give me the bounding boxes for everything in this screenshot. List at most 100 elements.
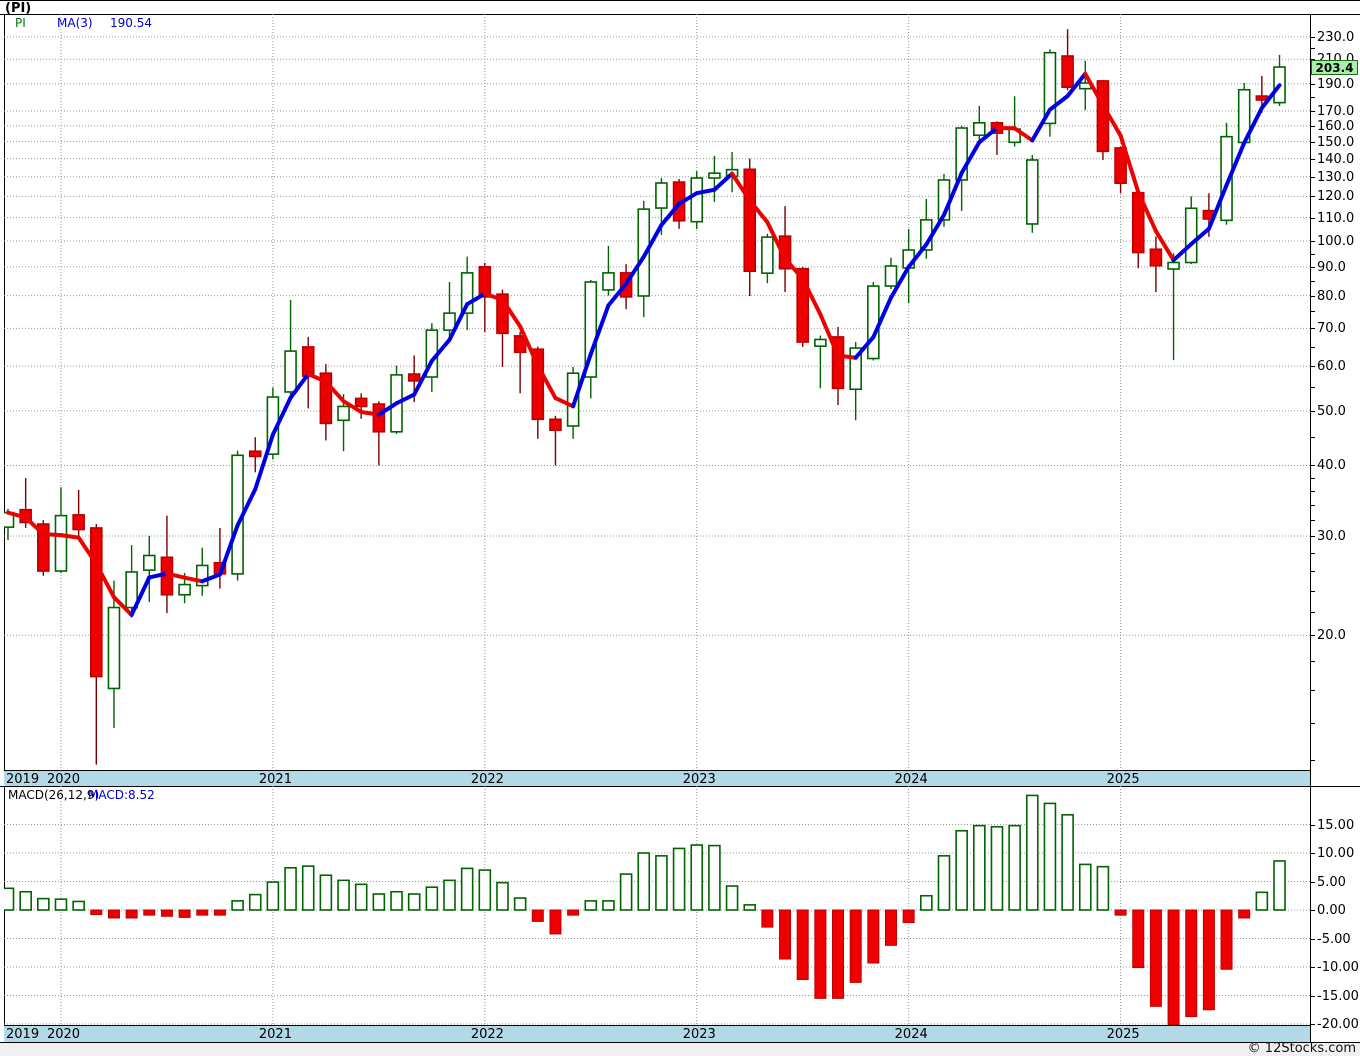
year-label-2025: 2025 (1106, 772, 1140, 787)
ma3-line-segment (1259, 83, 1282, 110)
price-axis-label: 160.0 (1317, 118, 1355, 134)
macd-axis-label: -5.00 (1317, 931, 1351, 947)
macd-bar-negative (567, 909, 580, 916)
ma3-line-segment (1224, 140, 1247, 188)
macd-bar-positive (690, 844, 704, 911)
ma3-line-segment (553, 396, 576, 409)
macd-bar-positive (743, 904, 757, 911)
macd-settings-label: MACD(26,12,9) (8, 788, 100, 802)
ma3-line-segment (235, 487, 258, 528)
candle-body (178, 583, 191, 596)
ma3-line-segment (200, 572, 222, 584)
candle-body (1255, 95, 1269, 101)
ma3-line-segment (482, 291, 505, 302)
ma3-line-segment (1047, 93, 1070, 112)
candle-body (814, 338, 827, 347)
year-label-2020: 2020 (46, 772, 81, 787)
candle-body (195, 564, 209, 587)
ma3-line-segment (924, 212, 946, 247)
ma3-line-segment (323, 379, 346, 404)
macd-bar-positive (1008, 824, 1021, 911)
ma3-line-segment (147, 571, 169, 580)
macd-bar-positive (337, 879, 350, 911)
ma3-line-segment (1171, 242, 1194, 263)
macd-bar-negative (814, 909, 827, 999)
ma3-line-segment (447, 302, 470, 342)
ma3-line-segment (1118, 133, 1141, 195)
year-label-2023: 2023 (682, 1027, 716, 1042)
price-chart (4, 14, 1310, 770)
macd-bar-negative (178, 909, 191, 918)
ma3-line-segment (1100, 103, 1123, 138)
ma3-line-segment (1012, 126, 1035, 143)
macd-bar-positive (990, 825, 1004, 911)
macd-bar-positive (443, 879, 456, 911)
price-axis-label: 70.0 (1317, 321, 1346, 337)
year-label-2022: 2022 (470, 772, 504, 787)
ma3-line-segment (906, 242, 929, 269)
macd-bar-positive (655, 855, 668, 911)
macd-bar-positive (584, 900, 598, 911)
ma3-line-segment (889, 264, 911, 300)
candle-body (54, 514, 68, 572)
macd-bar-negative (196, 909, 209, 916)
ma3-line-segment (500, 297, 523, 329)
ma3-line-segment (641, 223, 664, 259)
macd-chart (4, 786, 1310, 1025)
candle-body (301, 346, 315, 377)
candle-body (708, 172, 721, 179)
ma3-line-segment (217, 523, 240, 577)
candle-body (972, 122, 986, 137)
macd-bar-negative (867, 909, 880, 964)
year-label-2023: 2023 (682, 772, 716, 787)
price-axis-label: 110.0 (1317, 210, 1355, 226)
ma3-line-segment (535, 363, 558, 401)
candle-body (584, 281, 598, 378)
title-separator-line (0, 14, 1360, 15)
macd-bar-positive (301, 865, 315, 911)
macd-bar-positive (619, 873, 633, 911)
year-label-2025: 2025 (1106, 1027, 1140, 1042)
year-label-2022: 2022 (470, 1027, 504, 1042)
candle-body (884, 265, 898, 287)
macd-year-axis: 2019 2020 2021 2022 2023 2024 2025 (4, 1025, 1310, 1043)
ma3-line-segment (129, 575, 152, 617)
year-label-2024: 2024 (894, 1027, 928, 1042)
macd-bar-negative (1238, 909, 1251, 919)
macd-bar-negative (107, 909, 120, 919)
ma3-line-segment (783, 256, 805, 281)
macd-bar-positive (513, 897, 527, 911)
ma3-line-segment (94, 561, 116, 600)
candle-body (743, 168, 757, 273)
year-label-2024: 2024 (894, 772, 928, 787)
candle-body (107, 606, 121, 690)
macd-bar-negative (531, 909, 544, 922)
macd-bar-positive (1043, 802, 1057, 911)
price-axis-label: 130.0 (1317, 169, 1355, 185)
candle-body (460, 272, 474, 314)
page-title: (PI) (5, 1, 32, 16)
macd-bar-negative (885, 909, 897, 946)
macd-bar-positive (955, 829, 968, 911)
price-axis-label: 230.0 (1317, 29, 1355, 45)
macd-bar-positive (672, 847, 686, 911)
ma3-line-segment (341, 399, 364, 414)
macd-bar-negative (1114, 909, 1127, 916)
macd-axis-label: 10.00 (1317, 846, 1355, 861)
ma3-line-segment (818, 312, 841, 358)
ma3-line-segment (677, 191, 699, 206)
ma3-line-segment (394, 392, 417, 406)
ma3-line-segment (977, 125, 999, 145)
macd-bar-positive (920, 894, 933, 911)
candle-body (478, 266, 492, 298)
candle-body (1167, 261, 1180, 270)
candle-body (796, 267, 810, 343)
macd-bar-negative (1167, 909, 1180, 1025)
ma3-line-segment (800, 276, 823, 317)
macd-bar-positive (972, 824, 986, 911)
macd-axis-label: -15.00 (1317, 988, 1359, 1004)
candle-body (549, 418, 562, 431)
axis-divider-line (1310, 14, 1311, 1043)
ma3-line-segment (1206, 183, 1229, 231)
macd-bar-positive (248, 893, 262, 911)
